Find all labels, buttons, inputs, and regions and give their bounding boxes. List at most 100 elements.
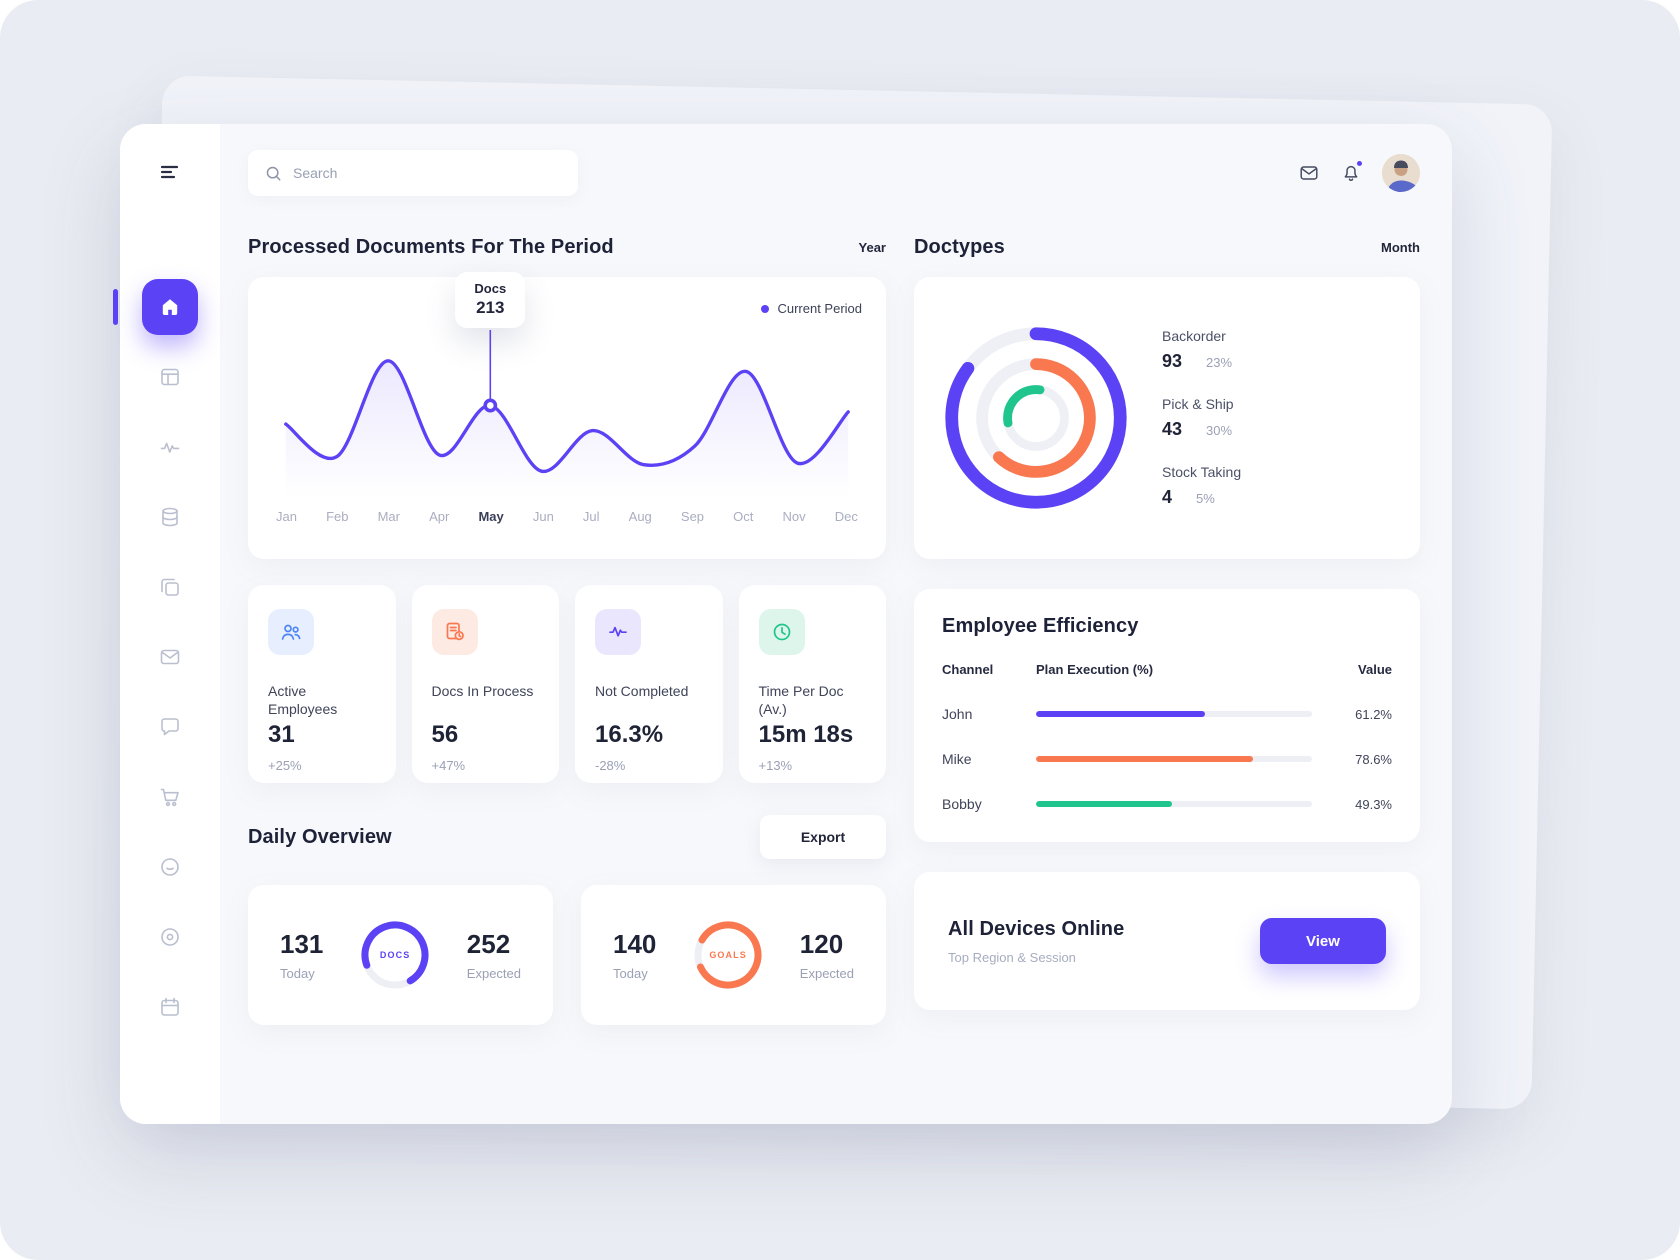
right-column: Doctypes Month <box>914 236 1420 1010</box>
metric-label: Expected <box>799 966 854 981</box>
mail-icon <box>160 649 180 665</box>
table-row: Bobby 49.3% <box>942 796 1392 812</box>
sidebar-item-mail[interactable] <box>158 645 182 669</box>
stat-cards-row: Active Employees 31 +25% Docs In Process… <box>248 585 886 783</box>
employee-value: 61.2% <box>1355 706 1392 722</box>
processed-title: Processed Documents For The Period <box>248 236 614 258</box>
efficiency-title: Employee Efficiency <box>942 615 1139 637</box>
x-axis-label: Oct <box>733 509 754 524</box>
messages-button[interactable] <box>1298 162 1320 184</box>
stat-icon-tile <box>431 609 478 655</box>
metric-value: 131 <box>280 929 324 959</box>
search-input[interactable] <box>293 165 562 181</box>
legend-percent: 30% <box>1206 423 1233 438</box>
stat-card-time-per-doc: Time Per Doc (Av.) 15m 18s +13% <box>738 585 886 783</box>
progress-ring-svg <box>694 921 762 989</box>
legend-value: 43 <box>1162 419 1183 439</box>
mail-icon <box>1300 166 1318 180</box>
daily-overview-header: Daily Overview Export <box>248 815 886 859</box>
dashboard-icon <box>161 368 179 386</box>
sidebar-item-status[interactable] <box>158 855 182 879</box>
doctypes-range-toggle[interactable]: Month <box>1381 240 1420 255</box>
legend-label: Pick & Ship <box>1162 396 1234 412</box>
menu-button[interactable] <box>158 160 182 187</box>
legend-label: Backorder <box>1162 328 1226 344</box>
tooltip-label: Docs <box>474 281 507 296</box>
stat-icon-tile <box>758 609 805 655</box>
x-axis-label: Jul <box>582 509 600 524</box>
home-icon <box>162 299 178 315</box>
metric-label: Today <box>613 966 648 981</box>
view-button[interactable]: View <box>1260 918 1386 964</box>
legend-percent: 5% <box>1196 491 1215 506</box>
chart-x-axis: Jan Feb Mar Apr May Jun Jul Aug Sep Oct Nov Dec <box>272 509 862 524</box>
employee-name: John <box>942 706 973 722</box>
processed-range-toggle[interactable]: Year <box>858 240 886 255</box>
chart-marker <box>483 398 498 413</box>
progress-bar <box>1036 801 1312 807</box>
legend-value: 4 <box>1162 487 1173 507</box>
search-box[interactable] <box>248 150 578 196</box>
user-avatar[interactable] <box>1382 154 1420 192</box>
topbar-actions <box>1298 154 1420 192</box>
export-button[interactable]: Export <box>760 815 886 859</box>
main-content: Processed Documents For The Period Year … <box>220 124 1452 1124</box>
sidebar-item-cart[interactable] <box>158 785 182 809</box>
stat-delta: -28% <box>595 758 626 773</box>
table-row: John 61.2% <box>942 706 1392 722</box>
chart-area-wrap: Docs 213 <box>272 272 862 524</box>
chart-legend: Current Period <box>761 301 862 316</box>
cart-icon <box>160 788 179 807</box>
stat-label: Docs In Process <box>431 683 534 699</box>
column-header: Plan Execution (%) <box>1036 662 1154 677</box>
stat-card-active-employees: Active Employees 31 +25% <box>248 585 396 783</box>
doctypes-header: Doctypes Month <box>914 236 1420 259</box>
metric-value: 120 <box>799 929 844 959</box>
employee-efficiency-card: Employee Efficiency Channel Plan Executi… <box>914 589 1420 842</box>
legend-percent: 23% <box>1206 355 1233 370</box>
x-axis-label: Dec <box>834 509 858 524</box>
stat-label: Time Per Doc (Av.) <box>758 683 844 717</box>
employee-name: Bobby <box>942 796 982 812</box>
table-row: Mike 78.6% <box>942 751 1392 767</box>
tooltip-value: 213 <box>476 298 505 317</box>
stat-value: 16.3% <box>595 721 664 748</box>
stat-icon-tile <box>595 609 641 655</box>
pulse-icon <box>609 626 627 637</box>
chat-icon <box>161 718 179 736</box>
legend-item-backorder: Backorder 93 23% <box>1162 328 1241 372</box>
goals-progress-ring: GOALS <box>691 918 765 992</box>
sidebar-item-chat[interactable] <box>158 715 182 739</box>
progress-bar <box>1036 756 1312 762</box>
legend-item-stock-taking: Stock Taking 4 5% <box>1162 464 1241 508</box>
column-header: Channel <box>942 662 994 677</box>
left-column: Processed Documents For The Period Year … <box>248 236 886 1025</box>
notifications-button[interactable] <box>1340 159 1364 184</box>
devices-subtitle: Top Region & Session <box>948 949 1076 965</box>
efficiency-table-header: Channel Plan Execution (%) Value <box>942 662 1392 677</box>
stat-value: 15m 18s <box>758 721 854 748</box>
chart-tooltip: Docs 213 <box>455 272 526 328</box>
sidebar-item-documents[interactable] <box>158 575 182 599</box>
documents-icon <box>161 578 179 596</box>
avatar-image <box>1382 154 1420 192</box>
stat-icon-tile <box>268 609 314 655</box>
sidebar-item-home[interactable] <box>113 279 198 335</box>
devices-title: All Devices Online <box>948 917 1125 940</box>
x-axis-label: Jun <box>532 509 554 524</box>
database-icon <box>162 507 178 527</box>
legend-value: 93 <box>1162 351 1183 371</box>
doctypes-legend: Backorder 93 23% Pick & Ship 43 <box>1162 328 1241 508</box>
sidebar-item-calendar[interactable] <box>158 995 182 1019</box>
sidebar-nav <box>113 279 198 1065</box>
x-axis-label: Aug <box>628 509 652 524</box>
x-axis-label: Jan <box>276 509 297 524</box>
sidebar-item-database[interactable] <box>158 505 182 529</box>
legend-item-pick-ship: Pick & Ship 43 30% <box>1162 396 1241 440</box>
bell-icon <box>1344 165 1358 181</box>
sidebar-item-target[interactable] <box>158 925 182 949</box>
sidebar-item-dashboard[interactable] <box>158 365 182 389</box>
sidebar-item-activity[interactable] <box>158 435 182 459</box>
legend-label: Current Period <box>777 301 862 316</box>
